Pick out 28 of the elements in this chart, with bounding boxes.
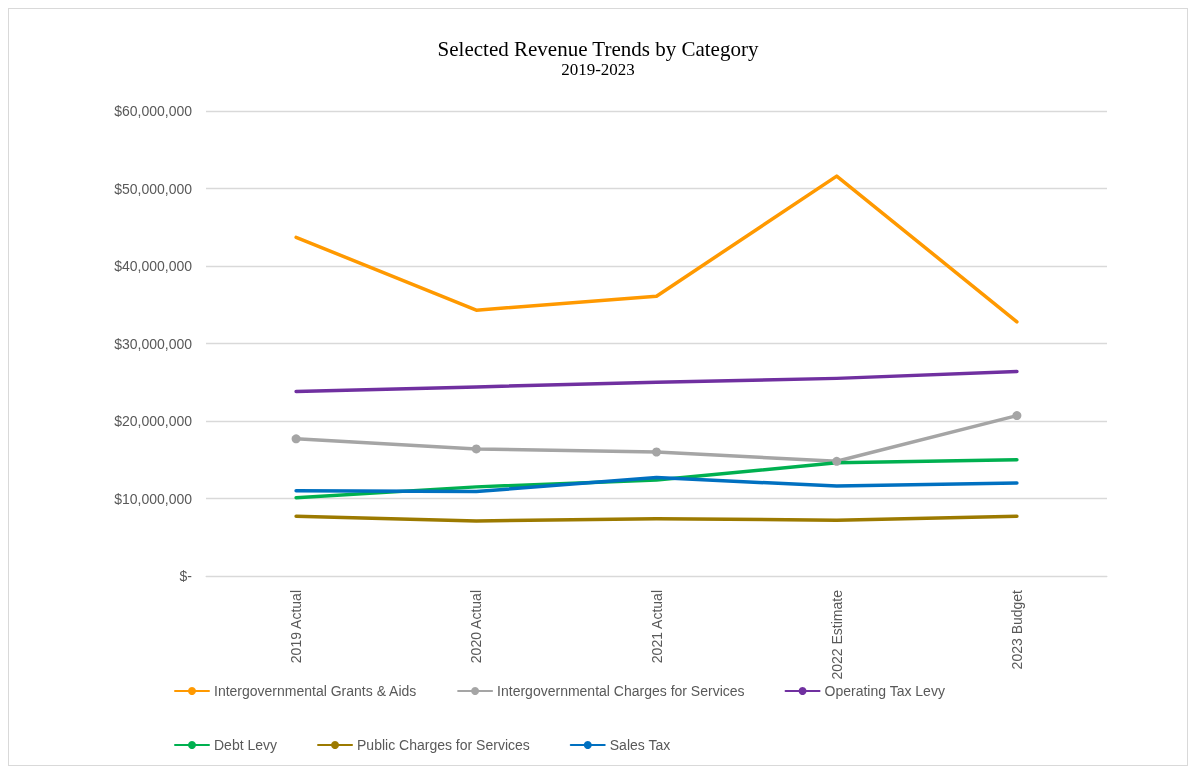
point — [471, 444, 481, 454]
x-tick-label: 2023 Budget — [1008, 589, 1025, 670]
point — [832, 456, 842, 466]
legend-label: Sales Tax — [609, 737, 671, 753]
y-tick-label: $- — [179, 568, 193, 584]
y-tick-label: $50,000,000 — [114, 180, 193, 197]
chart-subtitle: 2019-2023 — [561, 60, 635, 79]
x-tick-label: 2021 Actual — [648, 590, 665, 664]
line-series — [294, 174, 1019, 324]
legend-label: Debt Levy — [214, 737, 278, 753]
y-tick-label: $20,000,000 — [114, 413, 193, 429]
legend-label: Intergovernmental Grants & Aids — [214, 683, 417, 699]
line-series — [294, 475, 1019, 494]
y-tick-label: $30,000,000 — [114, 335, 193, 352]
x-tick-label: 2022 Estimate — [828, 589, 845, 680]
x-tick-label: 2019 Actual — [288, 590, 305, 664]
legend-label: Intergovernmental Charges for Services — [497, 683, 745, 699]
point — [291, 434, 301, 444]
x-tick-label: 2020 Actual — [468, 590, 485, 664]
chart-title: Selected Revenue Trends by Category — [437, 36, 759, 61]
y-tick-label: $10,000,000 — [114, 490, 193, 507]
point — [652, 447, 661, 457]
legend-label: Operating Tax Levy — [824, 683, 945, 699]
point — [1012, 411, 1022, 421]
y-tick-label: $40,000,000 — [114, 258, 193, 274]
legend-label: Public Charges for Services — [357, 737, 530, 753]
y-tick-label: $60,000,000 — [114, 103, 193, 119]
line-series — [294, 369, 1019, 394]
